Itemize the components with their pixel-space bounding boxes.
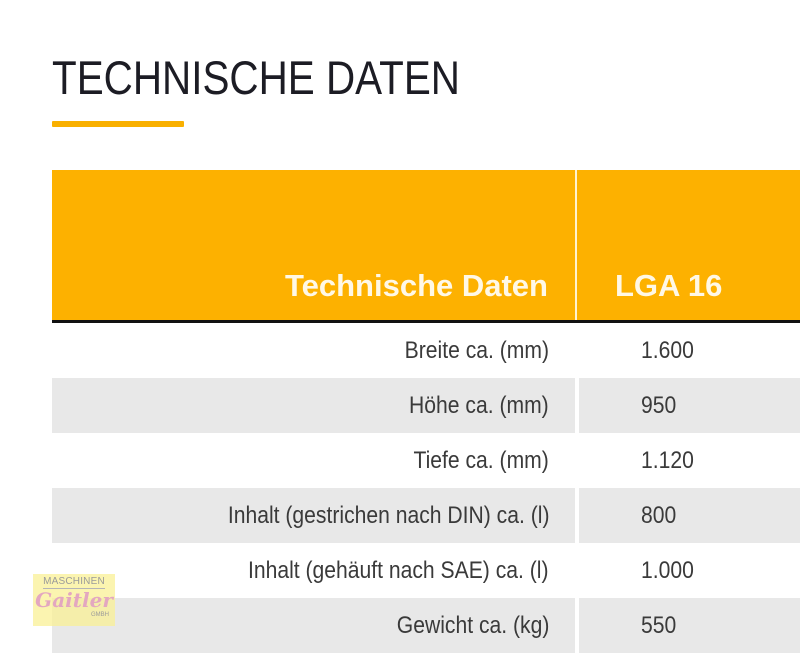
row-label-text: Tiefe ca. (mm) [413, 446, 549, 474]
dealer-watermark-logo: MASCHINEN Gaitler GMBH [33, 574, 115, 626]
row-value: 800 [579, 488, 800, 543]
title-underline [52, 121, 184, 127]
header-model: LGA 16 [615, 268, 723, 303]
table-row: Höhe ca. (mm) 950 [52, 378, 800, 433]
row-value: 1.000 [579, 543, 800, 598]
watermark-top-text: MASCHINEN [43, 576, 105, 589]
row-value: 550 [579, 598, 800, 653]
row-value-text: 550 [641, 611, 677, 639]
row-label: Breite ca. (mm) [52, 323, 575, 378]
watermark-brand-text: Gaitler [35, 588, 113, 612]
table-row: Gewicht ca. (kg) 550 [52, 598, 800, 653]
row-label: Tiefe ca. (mm) [52, 433, 575, 488]
specs-table: Technische Daten LGA 16 Breite ca. (mm) … [52, 170, 800, 653]
table-row: Breite ca. (mm) 1.600 [52, 323, 800, 378]
row-value-text: 1.000 [641, 556, 694, 584]
row-value: 950 [579, 378, 800, 433]
table-row: Tiefe ca. (mm) 1.120 [52, 433, 800, 488]
row-label-text: Inhalt (gestrichen nach DIN) ca. (l) [227, 501, 549, 529]
row-value-text: 1.120 [641, 446, 694, 474]
row-label: Inhalt (gestrichen nach DIN) ca. (l) [52, 488, 575, 543]
page-title: TECHNISCHE DATEN [52, 51, 460, 104]
row-value: 1.600 [579, 323, 800, 378]
watermark-bottom-text: GMBH [91, 612, 109, 618]
row-label-text: Inhalt (gehäuft nach SAE) ca. (l) [248, 556, 549, 584]
row-label-text: Gewicht ca. (kg) [396, 611, 549, 639]
row-label-text: Höhe ca. (mm) [409, 391, 549, 419]
row-value-text: 950 [641, 391, 677, 419]
row-value-text: 1.600 [641, 336, 694, 364]
row-label: Höhe ca. (mm) [52, 378, 575, 433]
row-label-text: Breite ca. (mm) [404, 336, 549, 364]
row-value-text: 800 [641, 501, 677, 529]
table-header: Technische Daten LGA 16 [52, 170, 800, 323]
table-row: Inhalt (gehäuft nach SAE) ca. (l) 1.000 [52, 543, 800, 598]
header-label: Technische Daten [52, 170, 577, 320]
row-label: Inhalt (gehäuft nach SAE) ca. (l) [52, 543, 575, 598]
row-value: 1.120 [579, 433, 800, 488]
row-label: Gewicht ca. (kg) [52, 598, 575, 653]
table-row: Inhalt (gestrichen nach DIN) ca. (l) 800 [52, 488, 800, 543]
